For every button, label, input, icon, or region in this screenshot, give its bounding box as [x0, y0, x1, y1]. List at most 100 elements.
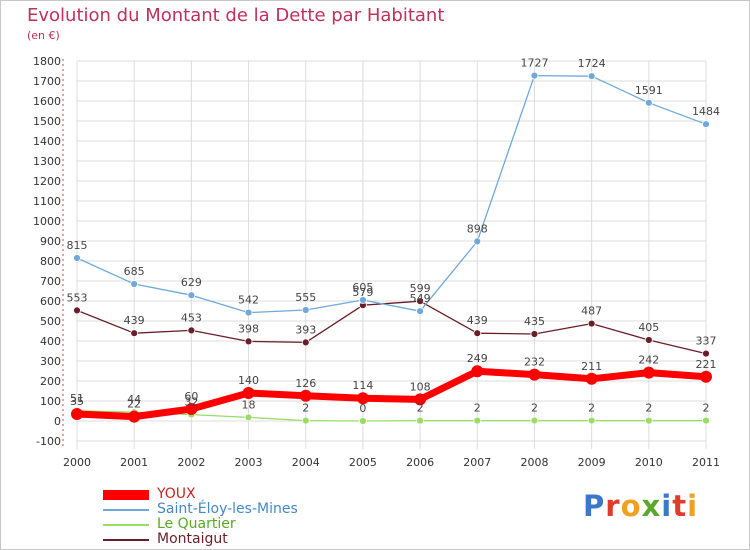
data-label-le-quartier: 2 — [302, 402, 309, 415]
data-label-youx: 249 — [467, 352, 488, 365]
data-label-saint-eloy-les-mines: 549 — [410, 292, 431, 305]
data-label-le-quartier: 32 — [184, 396, 198, 409]
data-label-youx: 126 — [295, 377, 316, 390]
legend-item-saint-eloy-les-mines: Saint-Éloy-les-Mines — [103, 502, 298, 517]
logo-letter: t — [672, 489, 688, 523]
y-tick-label: 700 — [40, 275, 61, 288]
data-label-montaigut: 439 — [124, 314, 145, 327]
data-point-le-quartier — [244, 413, 253, 422]
data-label-le-quartier: 0 — [359, 402, 366, 415]
series-line-montaigut — [76, 300, 707, 355]
data-label-le-quartier: 2 — [474, 402, 481, 415]
y-tick-label: 1300 — [33, 155, 61, 168]
data-point-montaigut — [416, 297, 424, 306]
data-point-le-quartier — [416, 416, 424, 425]
data-point-le-quartier — [587, 416, 596, 425]
data-point-le-quartier — [702, 416, 710, 425]
legend-label-montaigut: Montaigut — [157, 531, 228, 547]
data-point-youx — [356, 392, 369, 405]
data-label-montaigut: 487 — [581, 305, 602, 318]
x-tick-label: 2002 — [177, 456, 205, 469]
y-tick-label: 1800 — [33, 55, 61, 68]
data-point-saint-eloy-les-mines — [244, 308, 253, 317]
x-tick-label: 2004 — [292, 456, 320, 469]
data-label-youx: 108 — [410, 380, 431, 393]
data-label-montaigut: 398 — [238, 322, 259, 335]
data-point-youx — [528, 368, 541, 381]
y-tick-label: 100 — [40, 395, 61, 408]
data-point-montaigut — [530, 330, 539, 338]
data-label-saint-eloy-les-mines: 1484 — [692, 105, 720, 118]
data-point-saint-eloy-les-mines — [587, 72, 596, 81]
data-label-le-quartier: 44 — [127, 393, 141, 406]
data-label-le-quartier: 2 — [531, 402, 538, 415]
series-line-le-quartier — [76, 410, 706, 422]
legend: YOUX Saint-Éloy-les-Mines Le Quartier Mo… — [103, 487, 298, 547]
data-label-youx: 114 — [352, 379, 373, 392]
data-point-youx — [299, 389, 312, 402]
data-point-youx — [700, 370, 712, 383]
legend-label-saint-eloy-les-mines: Saint-Éloy-les-Mines — [157, 501, 298, 517]
data-label-montaigut: 439 — [467, 314, 488, 327]
x-tick-label: 2006 — [406, 456, 434, 469]
data-label-saint-eloy-les-mines: 685 — [124, 265, 145, 278]
y-tick-label: 1600 — [33, 95, 61, 108]
x-tick-label: 2010 — [635, 456, 663, 469]
y-tick-label: 200 — [40, 375, 61, 388]
data-point-le-quartier — [644, 416, 653, 425]
data-point-youx — [185, 403, 198, 415]
legend-item-youx: YOUX — [103, 487, 298, 502]
y-tick-label: 400 — [40, 335, 61, 348]
data-label-montaigut: 435 — [524, 315, 545, 328]
data-point-saint-eloy-les-mines — [359, 296, 367, 304]
data-point-saint-eloy-les-mines — [702, 120, 710, 129]
legend-item-montaigut: Montaigut — [103, 532, 298, 547]
series-line-saint-eloy-les-mines — [76, 74, 707, 314]
data-label-montaigut: 599 — [410, 282, 431, 295]
data-point-le-quartier — [359, 417, 367, 425]
legend-item-le-quartier: Le Quartier — [103, 517, 298, 532]
data-label-saint-eloy-les-mines: 815 — [67, 239, 88, 252]
data-label-saint-eloy-les-mines: 1724 — [578, 57, 606, 70]
data-label-saint-eloy-les-mines: 898 — [467, 222, 488, 235]
data-point-saint-eloy-les-mines — [73, 254, 81, 262]
data-label-saint-eloy-les-mines: 629 — [181, 276, 202, 289]
data-point-saint-eloy-les-mines — [473, 237, 482, 246]
data-point-montaigut — [130, 329, 139, 338]
y-tick-label: 1700 — [33, 75, 61, 88]
data-point-youx — [128, 410, 141, 423]
y-tick-label: 900 — [40, 235, 61, 248]
chart-subtitle: (en €) — [27, 29, 60, 42]
data-point-montaigut — [187, 326, 196, 335]
data-point-saint-eloy-les-mines — [644, 98, 653, 107]
data-label-youx: 35 — [70, 395, 84, 408]
data-point-saint-eloy-les-mines — [301, 306, 310, 314]
data-label-saint-eloy-les-mines: 1591 — [635, 84, 663, 97]
data-label-montaigut: 405 — [638, 321, 659, 334]
data-label-le-quartier: 2 — [417, 402, 424, 415]
data-label-le-quartier: 2 — [703, 402, 710, 415]
data-label-le-quartier: 2 — [645, 402, 652, 415]
data-point-le-quartier — [301, 416, 310, 425]
x-tick-label: 2009 — [578, 456, 606, 469]
data-point-youx — [471, 365, 484, 378]
data-point-youx — [242, 387, 255, 399]
legend-label-youx: YOUX — [157, 486, 196, 502]
data-point-le-quartier — [473, 416, 482, 425]
logo-letter: P — [583, 489, 606, 523]
x-tick-label: 2005 — [349, 456, 377, 469]
y-tick-label: 800 — [40, 255, 61, 268]
y-tick-label: 600 — [40, 295, 61, 308]
data-point-montaigut — [587, 319, 596, 328]
data-label-saint-eloy-les-mines: 542 — [238, 294, 259, 307]
logo-letter: x — [641, 489, 662, 523]
data-point-montaigut — [644, 336, 653, 344]
data-label-montaigut: 579 — [352, 286, 373, 299]
data-point-le-quartier — [530, 416, 539, 425]
data-point-saint-eloy-les-mines — [187, 291, 196, 300]
data-label-youx: 140 — [238, 374, 259, 387]
x-tick-label: 2008 — [520, 456, 548, 469]
legend-label-le-quartier: Le Quartier — [157, 516, 236, 532]
y-tick-label: 300 — [40, 355, 61, 368]
